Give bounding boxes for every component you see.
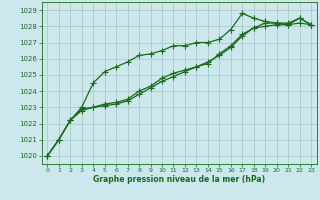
X-axis label: Graphe pression niveau de la mer (hPa): Graphe pression niveau de la mer (hPa): [93, 175, 265, 184]
